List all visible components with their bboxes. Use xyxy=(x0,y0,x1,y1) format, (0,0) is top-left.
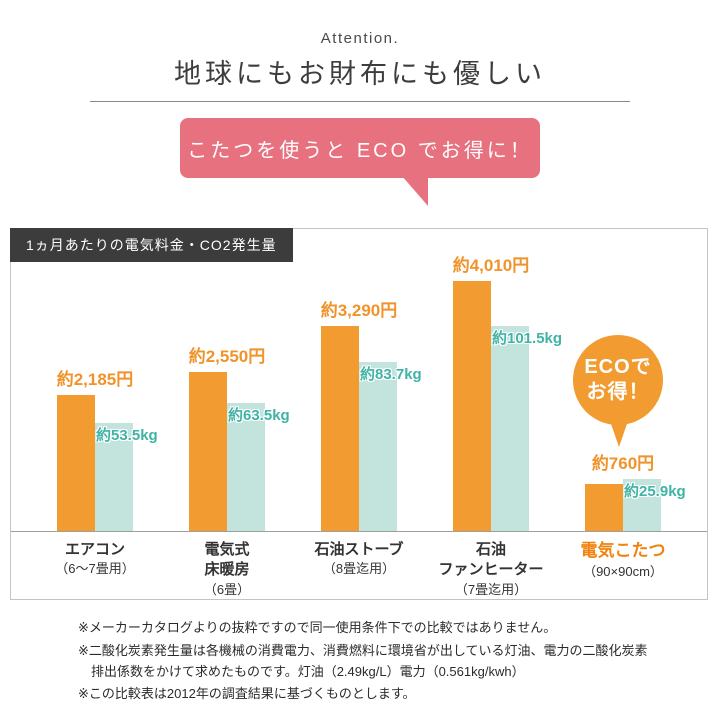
co2-bar: 約63.5kg xyxy=(227,403,290,531)
speech-bubble: こたつを使うと ECO でお得に！ xyxy=(180,118,540,178)
chart-title: 1ヵ月あたりの電気料金・CO2発生量 xyxy=(10,228,293,262)
bar-group-aircon: 約2,185円 約53.5kg xyxy=(29,229,161,531)
eco-badge: ECOで お得！ xyxy=(573,335,663,425)
footnotes: ※メーカーカタログよりの抜粋ですので同一使用条件下での比較ではありません。 ※二… xyxy=(78,618,660,707)
co2-label: 約25.9kg xyxy=(624,483,686,500)
speech-bubble-text: こたつを使うと ECO でお得に！ xyxy=(187,139,533,162)
page-title: 地球にもお財布にも優しい xyxy=(174,59,546,89)
footnote: ※この比較表は2012年の調査結果に基づくものとします。 xyxy=(78,686,416,702)
co2-bar: 約25.9kg xyxy=(623,479,686,531)
eco-badge-line1: ECOで xyxy=(584,356,652,378)
chart: 1ヵ月あたりの電気料金・CO2発生量 約2,185円 約53.5kg 約2,55… xyxy=(10,228,708,600)
price-label: 約4,010円 xyxy=(452,256,530,275)
cost-bar xyxy=(585,484,623,531)
co2-bar: 約53.5kg xyxy=(95,423,158,531)
price-label: 約2,185円 xyxy=(56,370,134,389)
category-oil-stove: 石油ストーブ （8畳迄用） xyxy=(314,541,404,577)
co2-label: 約101.5kg xyxy=(492,330,563,347)
x-axis-line xyxy=(11,531,707,532)
price-label: 約760円 xyxy=(591,454,655,473)
chart-plot-area: 約2,185円 約53.5kg 約2,550円 約63.5kg xyxy=(11,229,707,531)
category-aircon: エアコン （6〜7畳用） xyxy=(55,541,135,577)
category-kotatsu: 電気こたつ （90×90cm） xyxy=(580,541,666,579)
eco-badge-tail xyxy=(610,421,628,447)
cost-bar xyxy=(453,281,491,531)
eco-badge-line2: お得！ xyxy=(586,381,650,403)
cost-bar xyxy=(321,326,359,531)
attention-text: Attention. xyxy=(320,30,400,47)
co2-bar: 約83.7kg xyxy=(359,362,422,531)
category-oil-fan-heater: 石油 ファンヒーター （7畳迄用） xyxy=(438,541,544,597)
cost-bar xyxy=(189,372,227,531)
category-floor-heating: 電気式 床暖房 （6畳） xyxy=(203,541,251,597)
bar-group-oil-fan-heater: 約4,010円 約101.5kg xyxy=(425,229,562,531)
co2-label: 約63.5kg xyxy=(228,407,290,424)
co2-bar: 約101.5kg xyxy=(491,326,562,531)
bar-group-kotatsu: 約760円 約25.9kg xyxy=(557,229,689,531)
bar-group-floor-heating: 約2,550円 約63.5kg xyxy=(161,229,293,531)
footnote: ※メーカーカタログよりの抜粋ですので同一使用条件下での比較ではありません。 xyxy=(78,620,557,635)
bar-group-oil-stove: 約3,290円 約83.7kg xyxy=(293,229,425,531)
cost-bar xyxy=(57,395,95,531)
price-label: 約3,290円 xyxy=(320,301,398,320)
category-labels: エアコン （6〜7畳用） 電気式 床暖房 （6畳） 石油ストーブ （8畳迄用） … xyxy=(11,532,707,599)
footnote: ※二酸化炭素発生量は各機械の消費電力、消費燃料に環境省が出している灯油、電力の二… xyxy=(78,642,648,679)
speech-bubble-tail xyxy=(402,176,428,206)
co2-label: 約53.5kg xyxy=(96,427,158,444)
co2-label: 約83.7kg xyxy=(360,366,422,383)
title-divider xyxy=(90,101,630,102)
price-label: 約2,550円 xyxy=(188,347,266,366)
